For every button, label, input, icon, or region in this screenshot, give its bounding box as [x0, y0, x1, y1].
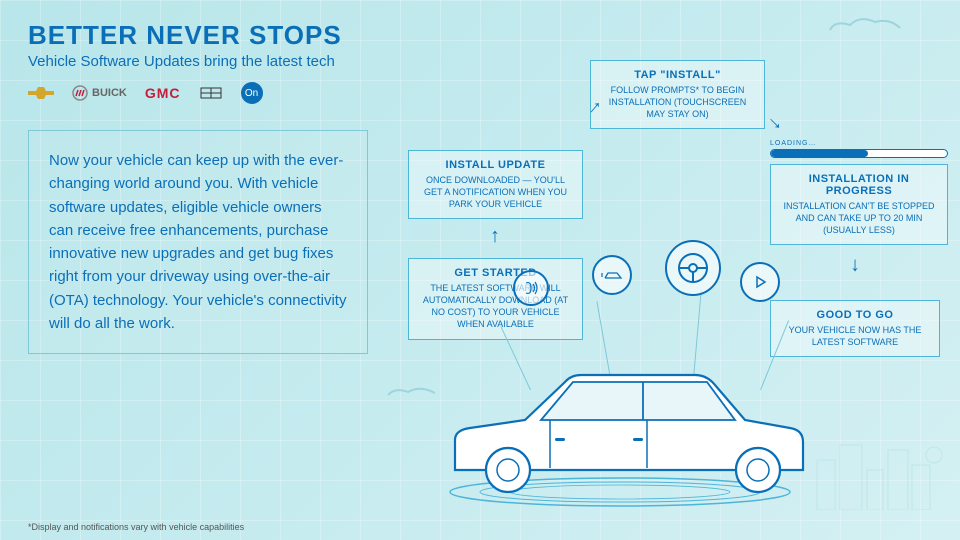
cloud-decoration [820, 10, 910, 40]
loading-label: LOADING… [770, 140, 948, 147]
step-title: GET STARTED [419, 267, 572, 279]
brand-buick: BUICK [72, 85, 127, 101]
brand-buick-label: BUICK [92, 87, 127, 99]
step-install-update: INSTALL UPDATE ONCE DOWNLOADED — YOU'LL … [408, 150, 583, 219]
body-text-box: Now your vehicle can keep up with the ev… [28, 130, 368, 354]
page-subtitle: Vehicle Software Updates bring the lates… [28, 53, 342, 70]
header-block: BETTER NEVER STOPS Vehicle Software Upda… [28, 20, 342, 70]
brand-gmc: GMC [145, 85, 181, 101]
arrow-up-icon: ↑ [490, 225, 500, 248]
cadillac-icon [199, 86, 223, 100]
brand-onstar-label: On [245, 88, 258, 99]
play-icon [740, 262, 780, 302]
step-title: INSTALL UPDATE [419, 159, 572, 171]
body-text: Now your vehicle can keep up with the ev… [49, 149, 347, 335]
brand-row: BUICK GMC On [28, 82, 263, 104]
footnote: *Display and notifications vary with veh… [28, 522, 244, 532]
buick-icon [72, 85, 88, 101]
loading-bar-block: LOADING… [770, 140, 948, 158]
step-title: INSTALLATION IN PROGRESS [781, 173, 937, 197]
arrow-down-icon: ↑ [850, 254, 860, 277]
brand-chevrolet [28, 87, 54, 99]
step-text: ONCE DOWNLOADED — YOU'LL GET A NOTIFICAT… [419, 174, 572, 210]
car-illustration [395, 320, 835, 510]
car-speed-icon [592, 255, 632, 295]
brand-gmc-label: GMC [145, 85, 181, 101]
step-title: TAP "INSTALL" [601, 69, 754, 81]
step-in-progress: INSTALLATION IN PROGRESS INSTALLATION CA… [770, 164, 948, 245]
step-text: FOLLOW PROMPTS* TO BEGIN INSTALLATION (T… [601, 84, 754, 120]
step-tap-install: TAP "INSTALL" FOLLOW PROMPTS* TO BEGIN I… [590, 60, 765, 129]
brand-cadillac [199, 86, 223, 100]
voice-icon [513, 270, 549, 306]
step-text: INSTALLATION CAN'T BE STOPPED AND CAN TA… [781, 200, 937, 236]
loading-fill [771, 150, 868, 157]
page-title: BETTER NEVER STOPS [28, 20, 342, 51]
city-skyline [812, 430, 952, 510]
brand-onstar: On [241, 82, 263, 104]
steering-wheel-icon [665, 240, 721, 296]
chevrolet-icon [28, 87, 54, 99]
loading-bar [770, 149, 948, 158]
